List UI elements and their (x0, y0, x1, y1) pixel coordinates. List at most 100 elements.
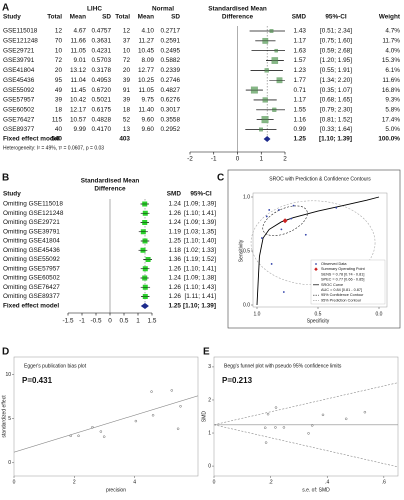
chart-title: Begg's funnel plot with pseudo 95% confi… (224, 363, 342, 369)
study-name: Omitting GSE121248 (3, 210, 64, 217)
x-tick-label: 4 (133, 479, 136, 485)
smd-value: 0.71 (294, 87, 307, 94)
table-cell: 39 (55, 97, 63, 104)
ci-value: [1.10; 1.41] (184, 265, 216, 272)
x-tick-label: 1.5 (148, 318, 157, 325)
point (150, 390, 153, 393)
observed-point (278, 209, 280, 211)
smd-value: 1.25 (169, 238, 182, 245)
table-cell: 8.09 (142, 57, 155, 64)
column-header: SMD (167, 191, 182, 198)
y-axis-title: standardized effect (1, 395, 7, 438)
x-tick-label: .2 (269, 479, 273, 485)
pooled-diamond (263, 136, 271, 142)
point (274, 426, 277, 429)
observed-point (265, 215, 268, 218)
annotation: P=0.213 (222, 376, 253, 385)
pooled-ci: [1.10; 1.39] (319, 136, 352, 143)
y-tick-label: 1 (208, 430, 211, 436)
pooled-weight: 100.0% (378, 136, 400, 143)
table-cell: 0.4757 (91, 28, 111, 35)
legend-label: Observed Data (321, 262, 347, 266)
ci-value: [0.51; 2.34] (320, 28, 352, 35)
x-tick-label: 0.0 (376, 311, 383, 317)
ci-value: [0.75; 1.60] (320, 38, 352, 45)
table-cell: 70 (55, 38, 63, 45)
point (170, 389, 174, 392)
table-cell: 0.6720 (91, 87, 111, 94)
point (179, 405, 182, 408)
study-name: Omitting GSE39791 (3, 228, 60, 235)
x-tick-label: 1 (136, 318, 140, 325)
study-name: Omitting GSE45436 (3, 247, 60, 254)
pooled-smd: 1.25 (294, 136, 307, 143)
column-header: SD (102, 14, 111, 21)
table-cell: 4.67 (74, 28, 87, 35)
table-cell: 115 (52, 116, 63, 123)
pooled-smd: 1.25 (169, 303, 182, 310)
column-header: Study (3, 14, 21, 21)
smd-value: 1.16 (294, 116, 307, 123)
ci-value: [1.10; 1.41] (184, 210, 216, 217)
table-cell: 0.4231 (91, 47, 111, 54)
fit-line (14, 395, 198, 453)
pooled-label: Fixed effect model (3, 136, 59, 143)
point (99, 430, 103, 433)
smd-value: 1.19 (169, 228, 182, 235)
x-tick-label: 0.5 (120, 318, 129, 325)
ci-value: [0.81; 1.52] (320, 116, 352, 123)
table-cell: 13 (123, 126, 131, 133)
weight-value: 16.8% (382, 87, 400, 94)
study-name: GSE76427 (3, 116, 35, 123)
y-tick-label: 5 (8, 416, 11, 422)
table-cell: 10.45 (138, 47, 154, 54)
table-cell: 18 (123, 106, 131, 113)
weight-value: 15.3% (382, 57, 400, 64)
study-name: GSE57957 (3, 97, 35, 104)
plot-frame (13, 356, 199, 477)
pooled-total: 403 (119, 136, 130, 143)
column-header: SD (171, 14, 180, 21)
observed-point (270, 263, 273, 265)
table-cell: 72 (123, 57, 131, 64)
legend-symbol (315, 263, 317, 265)
table-cell: 0.5021 (91, 97, 111, 104)
x-tick-label: 2 (283, 156, 287, 163)
smd-value: 1.36 (169, 256, 182, 263)
point (77, 434, 80, 438)
group-header: Normal (152, 6, 174, 13)
smd-value: 1.77 (294, 77, 307, 84)
point (310, 424, 314, 427)
plot-area (109, 199, 152, 313)
table-cell: 0.4827 (160, 87, 180, 94)
point (102, 435, 106, 438)
observed-point (260, 237, 263, 239)
pooled-total: 540 (51, 136, 62, 143)
y-tick-label: 0 (8, 460, 11, 466)
table-cell: 11.45 (70, 87, 86, 94)
legend-label: 95% Confidence Contour (321, 293, 364, 297)
y-axis-title: Sensitivity (238, 239, 244, 262)
weight-value: 11.6% (382, 77, 400, 84)
table-cell: 0.2495 (160, 47, 180, 54)
smd-value: 1.26 (169, 284, 182, 291)
study-name: GSE115018 (3, 28, 38, 35)
weight-value: 11.7% (382, 38, 400, 45)
smd-value: 1.24 (169, 201, 182, 208)
smd-value: 1.57 (294, 57, 307, 64)
study-name: GSE41804 (3, 67, 35, 74)
observed-point (268, 209, 271, 211)
x-axis-title: s.e. of: SMD (302, 487, 330, 493)
table-cell: 0.5703 (91, 57, 111, 64)
pooled-label: Fixed effect model (3, 303, 59, 310)
smd-value: 1.55 (294, 106, 307, 113)
y-tick-label: 0 (208, 463, 211, 469)
point (321, 413, 325, 417)
table-cell: 12.17 (70, 106, 86, 113)
ci-value: [1.19; 1.52] (184, 256, 216, 263)
column-header: 95%-CI (190, 191, 212, 198)
ci-value: [1.03; 1.35] (184, 228, 216, 235)
table-cell: 39 (123, 97, 131, 104)
column-header: Total (47, 14, 62, 21)
